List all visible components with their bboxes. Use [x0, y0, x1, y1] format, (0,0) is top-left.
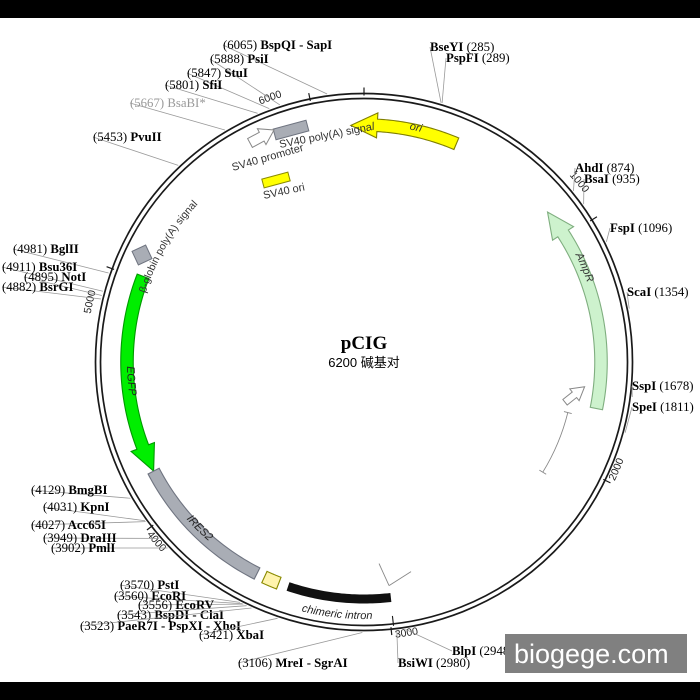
svg-text:ScaI (1354): ScaI (1354)	[627, 285, 689, 299]
svg-text:(5888) PsiI: (5888) PsiI	[210, 52, 269, 66]
svg-text:6200 碱基对: 6200 碱基对	[328, 355, 400, 370]
svg-text:SpeI (1811): SpeI (1811)	[632, 400, 694, 414]
svg-text:(3902) PmlI: (3902) PmlI	[51, 541, 115, 555]
svg-text:(3106) MreI - SgrAI: (3106) MreI - SgrAI	[238, 656, 348, 670]
svg-text:(4981) BglII: (4981) BglII	[13, 242, 79, 256]
svg-text:BsiWI (2980): BsiWI (2980)	[398, 656, 470, 670]
svg-text:SspI (1678): SspI (1678)	[632, 379, 694, 393]
svg-text:(4027) Acc65I: (4027) Acc65I	[31, 518, 106, 532]
svg-text:(4031) KpnI: (4031) KpnI	[43, 500, 110, 514]
svg-text:biogege.com: biogege.com	[514, 639, 669, 669]
svg-text:BsaI (935): BsaI (935)	[584, 172, 640, 186]
svg-text:(5667) BsaBI*: (5667) BsaBI*	[130, 96, 206, 110]
svg-text:(5801) SfiI: (5801) SfiI	[165, 78, 222, 92]
svg-text:PspFI (289): PspFI (289)	[446, 51, 510, 65]
svg-text:BlpI (2948): BlpI (2948)	[452, 644, 514, 658]
svg-text:(4129) BmgBI: (4129) BmgBI	[31, 483, 107, 497]
svg-text:(5453) PvuII: (5453) PvuII	[93, 130, 162, 144]
svg-text:(3421) XbaI: (3421) XbaI	[199, 628, 264, 642]
svg-text:(4882) BsrGI: (4882) BsrGI	[2, 280, 73, 294]
svg-text:(6065) BspQI - SapI: (6065) BspQI - SapI	[223, 38, 332, 52]
svg-text:pCIG: pCIG	[341, 333, 388, 354]
svg-text:FspI (1096): FspI (1096)	[610, 221, 672, 235]
